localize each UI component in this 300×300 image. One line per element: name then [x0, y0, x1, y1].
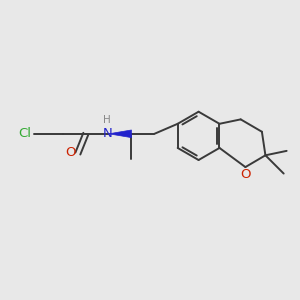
Text: N: N: [102, 127, 112, 140]
Text: O: O: [241, 168, 251, 181]
Text: H: H: [103, 115, 111, 125]
Text: O: O: [65, 146, 76, 159]
Polygon shape: [109, 130, 131, 138]
Text: Cl: Cl: [18, 127, 31, 140]
